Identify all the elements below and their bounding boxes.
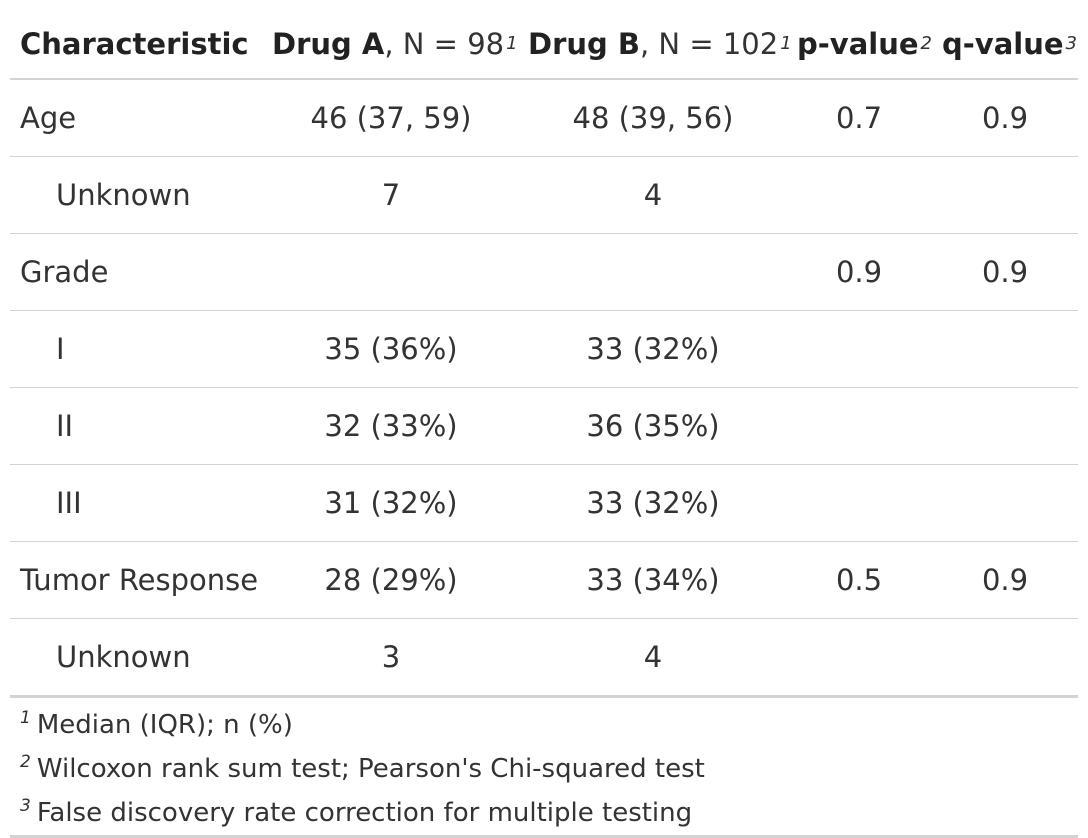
footnote-mark: 1: [20, 708, 31, 728]
drug-b-value: 4: [643, 178, 663, 212]
p-value: [792, 157, 926, 233]
drug-b-value: 33 (34%): [586, 563, 720, 597]
p-value: [792, 619, 926, 695]
row-label: I: [56, 332, 65, 366]
table-row: Age 46 (37, 59) 48 (39, 56) 0.7 0.9: [10, 80, 1078, 157]
q-value: [938, 388, 1072, 464]
p-value: [792, 388, 926, 464]
drug-b-value: 4: [643, 640, 663, 674]
q-value: 0.9: [981, 563, 1029, 597]
table-row: Unknown 7 4: [10, 157, 1078, 234]
table-row: III 31 (32%) 33 (32%): [10, 465, 1078, 542]
q-value: [938, 311, 1072, 387]
q-value: 0.9: [981, 255, 1029, 289]
p-value: [792, 465, 926, 541]
drug-a-value: 31 (32%): [324, 486, 458, 520]
footnote-text: Median (IQR); n (%): [36, 710, 293, 740]
row-label: Unknown: [56, 640, 191, 674]
drug-b-value: [522, 234, 784, 310]
table-row: Grade 0.9 0.9: [10, 234, 1078, 311]
p-value: 0.9: [835, 255, 883, 289]
row-label: Grade: [20, 255, 109, 289]
footnote: 1 Median (IQR); n (%): [10, 703, 1078, 747]
row-label: II: [56, 409, 74, 443]
header-drug-a: Drug A, N = 98 1: [272, 26, 518, 61]
drug-b-value: 33 (32%): [586, 486, 720, 520]
footnote: 2 Wilcoxon rank sum test; Pearson's Chi-s…: [10, 747, 1078, 791]
table-row: Unknown 3 4: [10, 619, 1078, 698]
q-value: 0.9: [981, 101, 1029, 135]
header-p-value: p-value 2: [797, 26, 932, 61]
q-value: [938, 619, 1072, 695]
table-row: I 35 (36%) 33 (32%): [10, 311, 1078, 388]
table-row: Tumor Response 28 (29%) 33 (34%) 0.5 0.9: [10, 542, 1078, 619]
drug-a-value: [262, 234, 520, 310]
summary-table: Characteristic Drug A, N = 98 1 Drug B, N…: [10, 0, 1078, 838]
drug-b-value: 48 (39, 56): [572, 101, 734, 135]
header-drug-b: Drug B, N = 102 1: [528, 26, 792, 61]
drug-a-value: 35 (36%): [324, 332, 458, 366]
drug-b-value: 33 (32%): [586, 332, 720, 366]
drug-a-value: 46 (37, 59): [310, 101, 472, 135]
row-label: III: [56, 486, 82, 520]
header-characteristic: Characteristic: [20, 26, 249, 61]
table-header-row: Characteristic Drug A, N = 98 1 Drug B, N…: [10, 9, 1078, 80]
row-label: Unknown: [56, 178, 191, 212]
drug-a-value: 7: [381, 178, 401, 212]
table-row: II 32 (33%) 36 (35%): [10, 388, 1078, 465]
footnote-text: False discovery rate correction for mult…: [36, 798, 693, 828]
footnote-text: Wilcoxon rank sum test; Pearson's Chi-sq…: [36, 754, 705, 784]
table-footnotes: 1 Median (IQR); n (%) 2 Wilcoxon rank sum …: [10, 698, 1078, 838]
footnote-mark: 2: [20, 752, 31, 772]
p-value: [792, 311, 926, 387]
footnote-mark: 3: [20, 796, 31, 816]
header-q-value: q-value 3: [942, 26, 1077, 61]
footnote: 3 False discovery rate correction for mul…: [10, 791, 1078, 835]
drug-a-value: 28 (29%): [324, 563, 458, 597]
p-value: 0.7: [835, 101, 883, 135]
q-value: [938, 465, 1072, 541]
drug-a-value: 3: [381, 640, 401, 674]
p-value: 0.5: [835, 563, 883, 597]
q-value: [938, 157, 1072, 233]
drug-b-value: 36 (35%): [586, 409, 720, 443]
row-label: Tumor Response: [20, 563, 259, 597]
row-label: Age: [20, 101, 77, 135]
drug-a-value: 32 (33%): [324, 409, 458, 443]
